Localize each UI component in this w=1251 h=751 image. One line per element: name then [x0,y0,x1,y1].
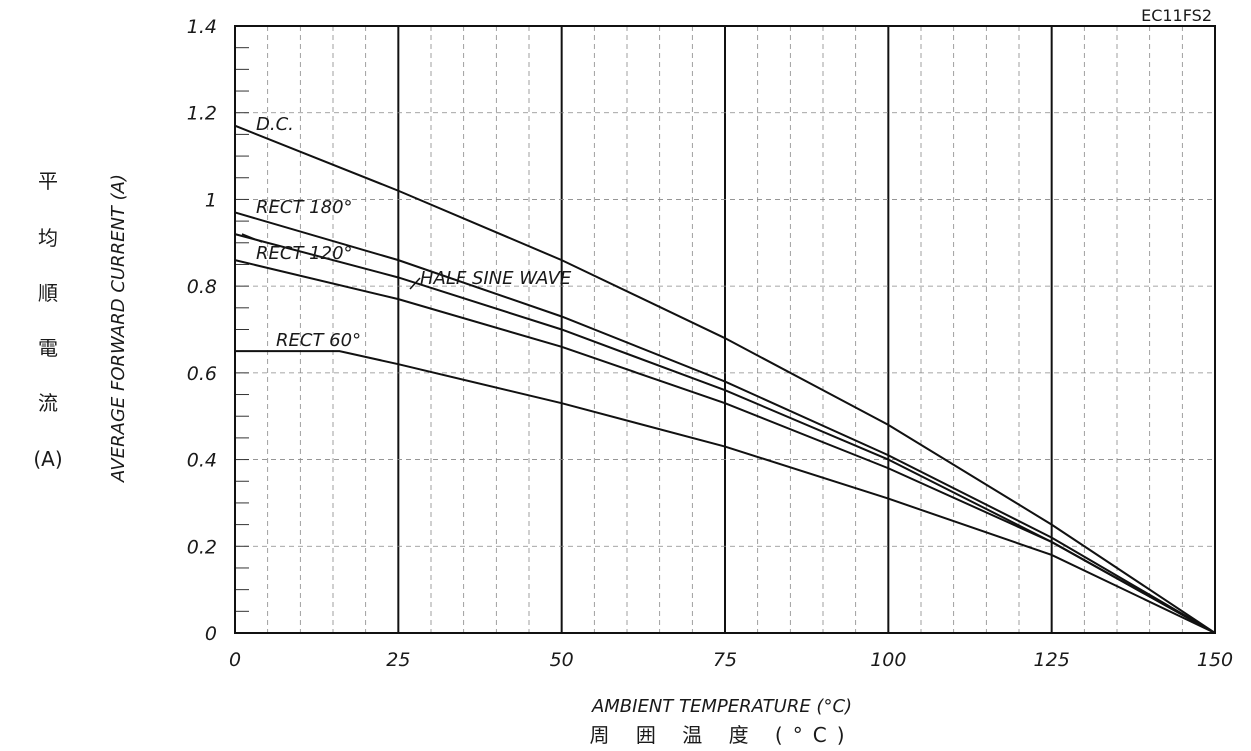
y-tick-label: 0.2 [187,536,217,558]
x-tick-label: 75 [713,649,737,671]
grid [235,26,1215,633]
series-line [234,124,1216,634]
series-label: RECT 60° [276,330,361,351]
y-axis-title: AVERAGE FORWARD CURRENT (A) [108,174,129,483]
half-sine-leader [409,277,421,290]
series-line [234,211,1216,634]
x-axis-title-jp: 周 囲 温 度 (°C) [590,723,855,747]
plot-frame [234,25,1216,634]
x-tick-label: 125 [1034,649,1070,671]
y-axis-title-jp-char: 均 [38,226,58,250]
x-tick-label: 25 [386,649,410,671]
y-tick-label: 0.4 [187,450,217,472]
x-tick-label: 50 [550,649,574,671]
y-tick-label: 1 [205,189,217,211]
series-label: RECT 120° [256,243,353,264]
y-tick-label: 0.8 [187,276,217,298]
x-tick-label: 150 [1197,649,1233,671]
y-tick-label: 0.6 [187,363,217,385]
y-tick-label: 0 [205,623,217,645]
y-axis-title-jp-char: 順 [38,281,58,305]
x-axis-title: AMBIENT TEMPERATURE (°C) [591,696,852,717]
axes: 0 25 50 75 100 125 150 0 0.2 0.4 0.6 0.8 1 1.2 1.4 平均順電… [33,16,1233,671]
y-axis-title-jp-char: (A) [33,447,62,471]
y-axis-title-jp-char: 平 [38,169,58,193]
y-axis-title-jp-char: 流 [38,391,58,415]
x-tick-label: 100 [870,649,906,671]
series-lines [234,124,1216,634]
series-label: D.C. [256,114,294,135]
series-label: RECT 180° [256,197,353,218]
rect120-leader [241,233,263,243]
model-label: EC11FS2 [1141,6,1212,25]
series-line [234,259,1216,634]
series-line [235,350,1216,634]
series-labels: D.C. RECT 180° RECT 120° HALF SINE WAVE RECT… [241,114,572,351]
y-tick-label: 1.4 [187,16,217,38]
y-tick-label: 1.2 [187,103,217,125]
y-axis-title-jp-char: 電 [38,336,58,360]
series-label: HALF SINE WAVE [420,268,572,289]
x-tick-label: 0 [229,649,241,671]
